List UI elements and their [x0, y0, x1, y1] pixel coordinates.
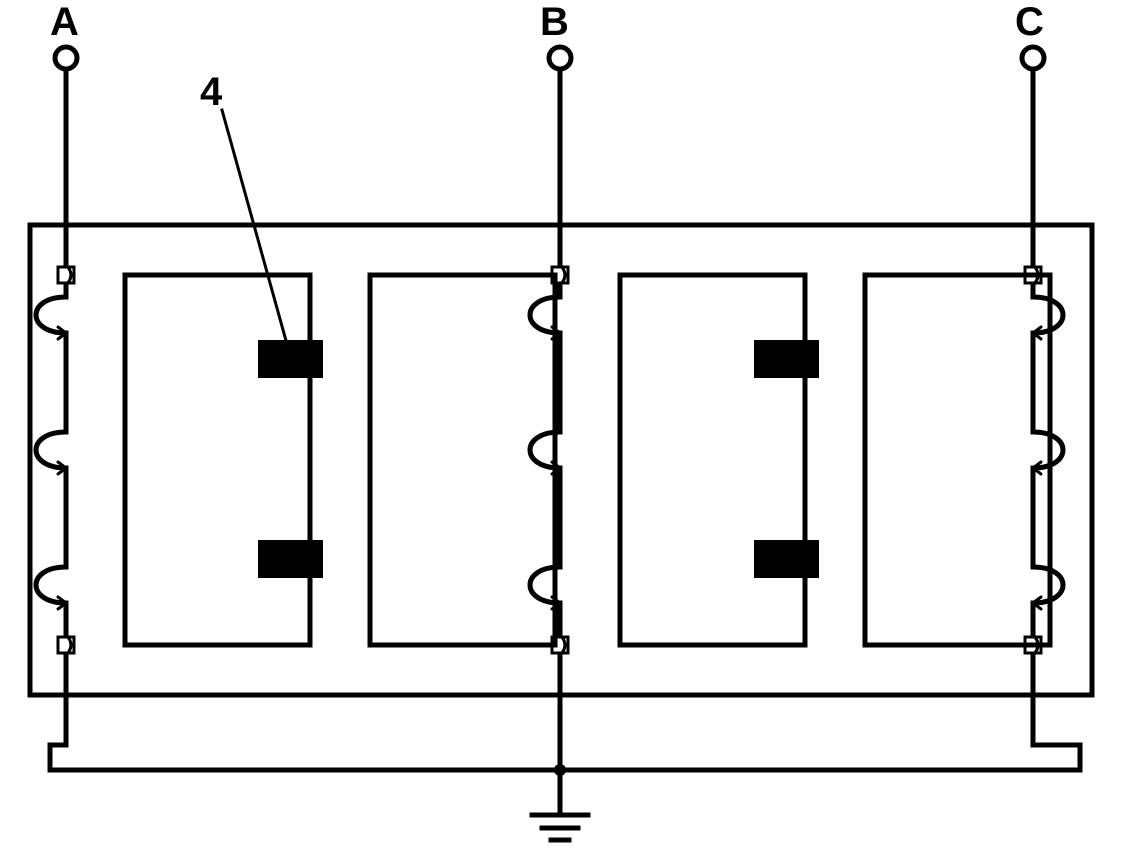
schematic-svg: A B C 4 [0, 0, 1122, 865]
label-C: C [1015, 0, 1044, 44]
label-num4: 4 [200, 70, 223, 114]
spacer-block-3 [754, 340, 819, 378]
label-A: A [50, 0, 79, 44]
spacer-block-1 [258, 340, 323, 378]
spacer-block-4 [754, 540, 819, 578]
core-window-3 [620, 275, 805, 645]
terminal-A [55, 47, 77, 69]
core-window-2 [370, 275, 555, 645]
wind-A-loop2 [36, 432, 66, 468]
leader-line-4 [222, 110, 290, 355]
spacer-block-2 [258, 540, 323, 578]
terminal-B [549, 47, 571, 69]
terminal-C [1022, 47, 1044, 69]
core-window-4 [865, 275, 1050, 645]
wind-A-loop3 [36, 567, 66, 603]
label-B: B [540, 0, 569, 44]
wind-A-loop1 [36, 297, 66, 333]
